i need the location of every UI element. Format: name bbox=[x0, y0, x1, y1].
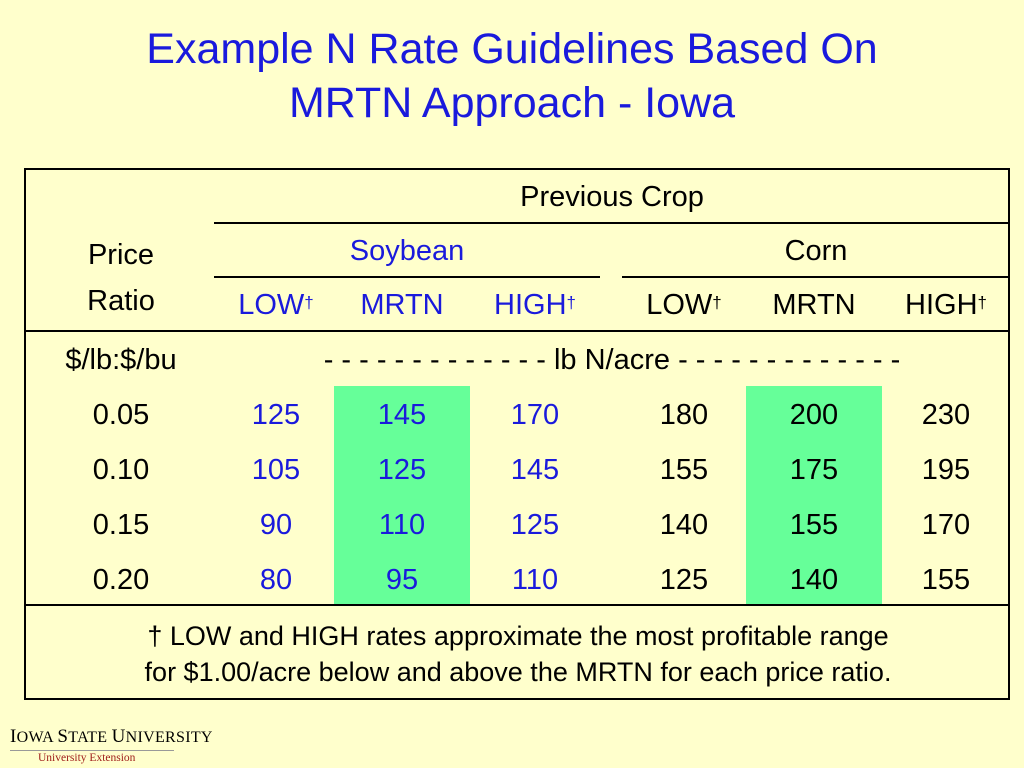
units-range: - - - - - - - - - - - - - lb N/acre - - … bbox=[323, 344, 901, 376]
corn-high-cell: 230 bbox=[921, 399, 971, 431]
corn-mrtn-highlight bbox=[746, 386, 882, 604]
corn-mrtn-cell: 140 bbox=[789, 564, 839, 596]
corn-low-cell: 155 bbox=[659, 454, 709, 486]
soybean-low-header: LOW† bbox=[238, 289, 314, 321]
soybean-low-cell: 90 bbox=[259, 509, 293, 541]
soybean-mrtn-cell: 145 bbox=[377, 399, 427, 431]
corn-high-header: HIGH† bbox=[905, 289, 987, 321]
footnote-line-1: † LOW and HIGH rates approximate the mos… bbox=[147, 621, 889, 651]
iowa-state-logo: IOWA STATE UNIVERSITY University Extensi… bbox=[10, 726, 213, 764]
footnote: † LOW and HIGH rates approximate the mos… bbox=[26, 618, 1010, 690]
soybean-high-cell: 145 bbox=[510, 454, 560, 486]
corn-mrtn-cell: 200 bbox=[789, 399, 839, 431]
soybean-mrtn-highlight bbox=[334, 386, 470, 604]
corn-mrtn-header: MRTN bbox=[772, 289, 856, 321]
corn-high-cell: 195 bbox=[921, 454, 971, 486]
price-ratio-cell: 0.20 bbox=[92, 564, 150, 596]
corn-mrtn-cell: 175 bbox=[789, 454, 839, 486]
soybean-low-cell: 125 bbox=[251, 399, 301, 431]
corn-header: Corn bbox=[784, 235, 848, 267]
title-line-1: Example N Rate Guidelines Based On bbox=[146, 25, 878, 73]
previous-crop-header: Previous Crop bbox=[520, 181, 704, 213]
soybean-header: Soybean bbox=[349, 235, 465, 267]
price-ratio-cell: 0.05 bbox=[92, 399, 150, 431]
soybean-mrtn-cell: 125 bbox=[377, 454, 427, 486]
university-name: IOWA STATE UNIVERSITY bbox=[10, 726, 213, 747]
soybean-mrtn-cell: 110 bbox=[378, 509, 426, 541]
footnote-rule bbox=[26, 604, 1010, 606]
extension-label: University Extension bbox=[38, 752, 136, 764]
price-ratio-cell: 0.15 bbox=[92, 509, 150, 541]
corn-low-cell: 125 bbox=[659, 564, 709, 596]
slide-title: Example N Rate Guidelines Based On MRTN … bbox=[0, 22, 1024, 130]
soybean-low-cell: 105 bbox=[251, 454, 301, 486]
price-ratio-header: Price Ratio bbox=[26, 232, 216, 324]
units-label: $/lb:$/bu bbox=[65, 344, 177, 376]
price-ratio-cell: 0.10 bbox=[92, 454, 150, 486]
soybean-mrtn-cell: 95 bbox=[385, 564, 419, 596]
soybean-low-cell: 80 bbox=[259, 564, 293, 596]
header-bottom-rule bbox=[26, 330, 1010, 332]
corn-mrtn-cell: 155 bbox=[789, 509, 839, 541]
soybean-high-header: HIGH† bbox=[494, 289, 576, 321]
soybean-high-cell: 125 bbox=[510, 509, 560, 541]
soybean-high-cell: 170 bbox=[510, 399, 560, 431]
corn-low-header: LOW† bbox=[646, 289, 722, 321]
footnote-line-2: for $1.00/acre below and above the MRTN … bbox=[144, 657, 892, 687]
title-line-2: MRTN Approach - Iowa bbox=[288, 79, 736, 127]
n-rate-table: Previous Crop Price Ratio Soybean Corn L… bbox=[24, 168, 1010, 700]
previous-crop-rule bbox=[214, 222, 1010, 224]
corn-low-cell: 180 bbox=[659, 399, 709, 431]
price-ratio-line-1: Price bbox=[87, 239, 155, 271]
corn-low-cell: 140 bbox=[659, 509, 709, 541]
soybean-mrtn-header: MRTN bbox=[360, 289, 444, 321]
corn-high-cell: 155 bbox=[921, 564, 971, 596]
corn-rule bbox=[622, 276, 1010, 278]
logo-divider bbox=[10, 750, 174, 751]
price-ratio-line-2: Ratio bbox=[87, 285, 155, 317]
corn-high-cell: 170 bbox=[921, 509, 971, 541]
soybean-high-cell: 110 bbox=[511, 564, 559, 596]
soybean-rule bbox=[214, 276, 600, 278]
